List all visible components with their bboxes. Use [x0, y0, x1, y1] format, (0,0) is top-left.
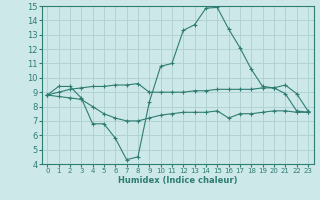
X-axis label: Humidex (Indice chaleur): Humidex (Indice chaleur) — [118, 176, 237, 185]
